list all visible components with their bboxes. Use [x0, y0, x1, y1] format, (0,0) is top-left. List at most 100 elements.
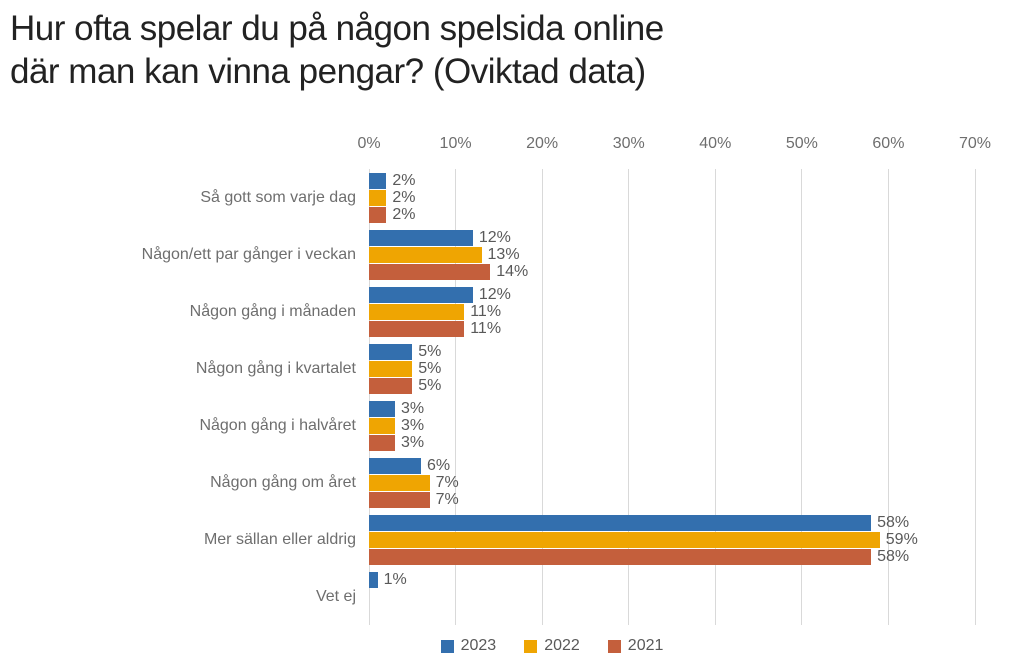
bar-2022: [369, 360, 413, 377]
category-label: Någon gång i månaden: [189, 302, 356, 320]
value-label: 5%: [418, 342, 442, 360]
bar-2022: [369, 417, 395, 434]
value-label: 6%: [426, 456, 451, 474]
category-rows: Så gott som varje dag 2% 2% 2% Någon/ett par…: [0, 169, 1024, 625]
category-row: Någon gång om året 6% 7% 7%: [0, 454, 1024, 511]
value-label: 12%: [478, 285, 511, 303]
value-label: 3%: [400, 399, 425, 417]
gridline: [368, 169, 370, 626]
bar-2022: [369, 531, 880, 548]
chart-legend: 2023 2022 2021: [0, 637, 1024, 655]
bar-2023: [369, 571, 378, 588]
value-label: 3%: [400, 416, 425, 434]
bar-group: 58% 59% 58%: [369, 514, 975, 565]
value-label: 2%: [392, 188, 416, 206]
value-label: 58%: [877, 513, 910, 531]
value-label: 14%: [496, 262, 529, 280]
legend-item-2023: 2023: [440, 637, 497, 655]
value-label: 2%: [392, 205, 416, 223]
legend-label: 2023: [460, 637, 497, 655]
gridline: [974, 169, 976, 626]
category-label: Vet ej: [315, 587, 356, 605]
category-label: Mer sällan eller aldrig: [203, 530, 356, 548]
bar-group: 12% 13% 14%: [369, 229, 975, 280]
bar-2023: [369, 172, 387, 189]
gridline: [714, 169, 716, 626]
bar-group: 2% 2% 2%: [369, 172, 975, 223]
x-axis-tick: 0%: [357, 135, 381, 153]
legend-label: 2021: [627, 637, 664, 655]
bar-2023: [369, 514, 872, 531]
category-row: Någon gång i månaden 12% 11% 11%: [0, 283, 1024, 340]
category-label: Någon/ett par gånger i veckan: [141, 245, 356, 263]
x-axis-tick: 60%: [872, 135, 905, 153]
gridline: [628, 169, 630, 626]
x-axis-tick: 50%: [785, 135, 818, 153]
legend-swatch: [607, 639, 621, 653]
value-label: 11%: [470, 302, 502, 320]
value-label: 2%: [392, 171, 416, 189]
category-label: Någon gång om året: [210, 473, 356, 491]
bar-2021: [369, 263, 491, 280]
chart-title: Hur ofta spelar du på någon spelsida onl…: [10, 9, 664, 91]
value-label: 12%: [478, 228, 511, 246]
bar-group: 6% 7% 7%: [369, 457, 975, 508]
gridline: [801, 169, 803, 626]
bar-2023: [369, 286, 473, 303]
bar-group: 12% 11% 11%: [369, 286, 975, 337]
x-axis-tick: 10%: [439, 135, 472, 153]
value-label: 11%: [470, 319, 502, 337]
value-label: 1%: [383, 570, 407, 588]
value-label: 7%: [435, 473, 459, 491]
legend-swatch: [440, 639, 454, 653]
bar-2021: [369, 434, 395, 451]
x-axis: 0% 10% 20% 30% 40% 50% 60% 70%: [357, 135, 991, 155]
category-row: Vet ej 1%: [0, 568, 1024, 625]
legend-label: 2022: [544, 637, 580, 655]
category-row: Någon gång i kvartalet 5% 5% 5%: [0, 340, 1024, 397]
value-label: 5%: [418, 359, 442, 377]
bar-2021: [369, 206, 387, 223]
value-label: 13%: [487, 245, 520, 263]
bar-2021: [369, 320, 465, 337]
category-row: Mer sällan eller aldrig 58% 59% 58%: [0, 511, 1024, 568]
value-label: 7%: [435, 490, 459, 508]
bar-2021: [369, 491, 430, 508]
x-axis-tick: 40%: [699, 135, 732, 153]
bar-2023: [369, 229, 473, 246]
bar-2022: [369, 189, 387, 206]
bar-2021: [369, 548, 872, 565]
gridlines: [368, 169, 976, 626]
gridline: [455, 169, 457, 626]
value-label: 59%: [885, 530, 918, 548]
plot-area: Så gott som varje dag 2% 2% 2% Någon/ett par…: [0, 169, 1024, 626]
legend-item-2022: 2022: [524, 637, 580, 655]
gridline: [887, 169, 889, 626]
gridline: [541, 169, 543, 626]
category-row: Så gott som varje dag 2% 2% 2%: [0, 169, 1024, 226]
value-label: 3%: [400, 433, 425, 451]
legend-swatch: [524, 639, 538, 653]
bar-2023: [369, 343, 413, 360]
x-axis-tick: 20%: [526, 135, 559, 153]
bar-group: 5% 5% 5%: [369, 343, 975, 394]
category-label: Någon gång i kvartalet: [195, 359, 356, 377]
legend-item-2021: 2021: [607, 637, 664, 655]
category-row: Någon gång i halvåret 3% 3% 3%: [0, 397, 1024, 454]
x-axis-tick: 70%: [958, 135, 992, 153]
bar-group: 3% 3% 3%: [369, 400, 975, 451]
bar-2022: [369, 246, 482, 263]
category-label: Så gott som varje dag: [200, 188, 356, 206]
bar-2022: [369, 303, 465, 320]
category-row: Någon/ett par gånger i veckan 12% 13% 14%: [0, 226, 1024, 283]
bar-2023: [369, 457, 421, 474]
bar-group: 1%: [369, 571, 975, 622]
category-label: Någon gång i halvåret: [199, 416, 356, 434]
value-label: 5%: [418, 376, 442, 394]
bar-2021: [369, 377, 413, 394]
bar-2022: [369, 474, 430, 491]
bar-2023: [369, 400, 395, 417]
value-label: 58%: [877, 547, 910, 565]
x-axis-tick: 30%: [612, 135, 645, 153]
bar-chart: 0% 10% 20% 30% 40% 50% 60% 70% Så gott som varj…: [0, 135, 1024, 655]
